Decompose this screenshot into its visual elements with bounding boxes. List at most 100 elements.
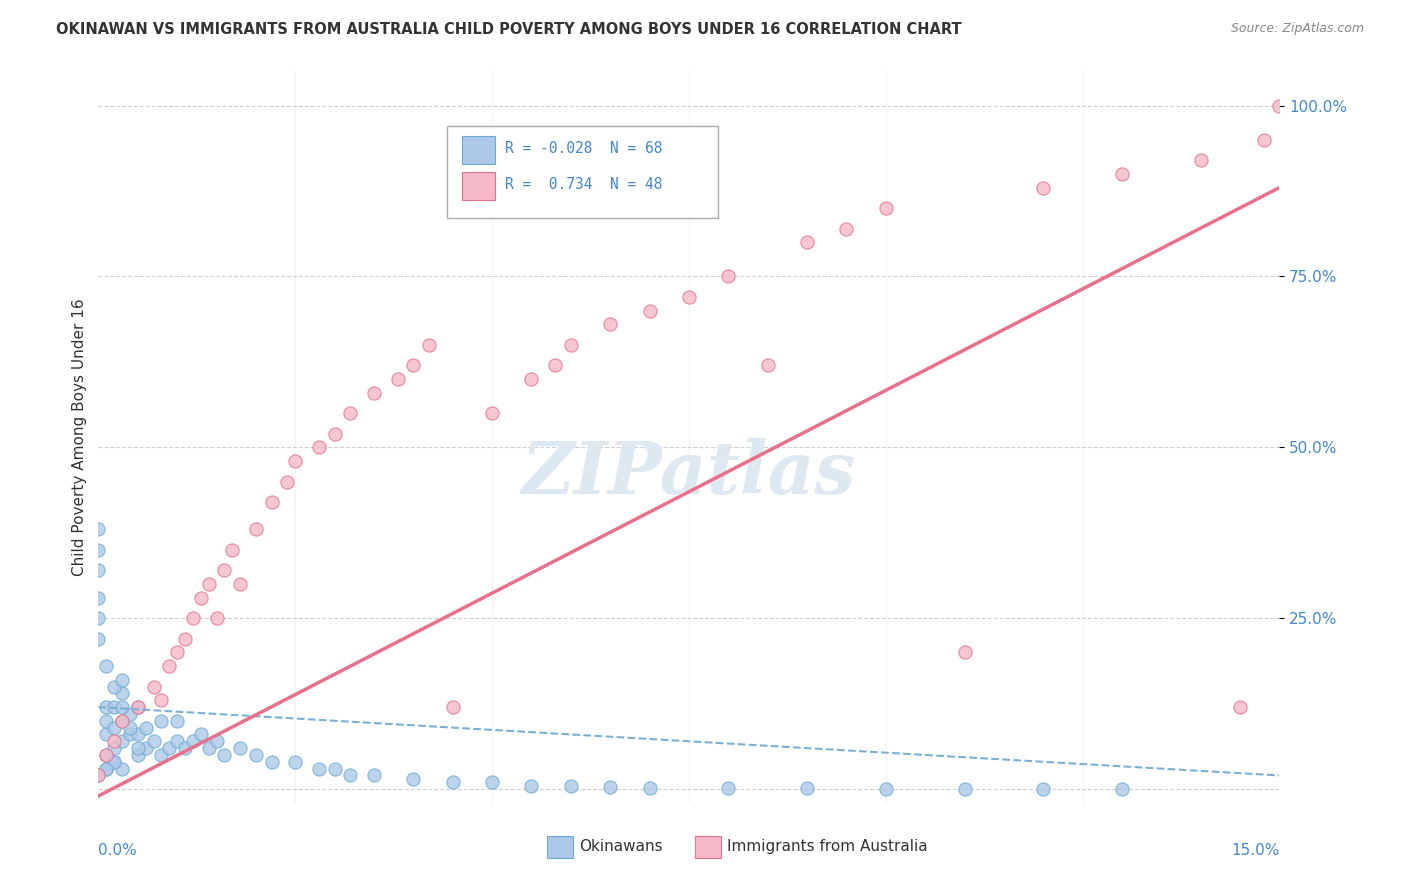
Point: [1189, 153, 1212, 168]
Point: [166, 734, 188, 748]
Point: [197, 741, 219, 756]
Point: [520, 372, 543, 386]
Point: [599, 780, 621, 794]
Point: [560, 338, 582, 352]
Point: [205, 611, 228, 625]
Point: [441, 700, 464, 714]
Point: [638, 303, 661, 318]
Point: [229, 577, 252, 591]
FancyBboxPatch shape: [547, 836, 574, 858]
Point: [127, 700, 149, 714]
Point: [190, 591, 212, 605]
Point: [87, 611, 110, 625]
Point: [1253, 133, 1275, 147]
Point: [402, 772, 425, 786]
Point: [284, 454, 307, 468]
Text: Source: ZipAtlas.com: Source: ZipAtlas.com: [1230, 22, 1364, 36]
Point: [87, 632, 110, 646]
Point: [229, 741, 252, 756]
Point: [150, 747, 173, 762]
FancyBboxPatch shape: [695, 836, 721, 858]
Text: Okinawans: Okinawans: [579, 839, 662, 855]
Point: [1032, 782, 1054, 797]
Point: [1229, 700, 1251, 714]
Point: [118, 727, 141, 741]
Point: [111, 714, 134, 728]
Point: [1111, 782, 1133, 797]
Text: 15.0%: 15.0%: [1232, 843, 1279, 858]
Point: [135, 721, 157, 735]
Point: [103, 700, 125, 714]
Point: [260, 495, 283, 509]
Point: [103, 741, 125, 756]
Point: [339, 768, 361, 782]
Point: [127, 727, 149, 741]
Point: [118, 706, 141, 721]
Point: [260, 755, 283, 769]
Point: [308, 762, 330, 776]
Point: [1032, 180, 1054, 194]
Point: [402, 359, 425, 373]
Point: [1111, 167, 1133, 181]
Point: [481, 406, 503, 420]
Point: [127, 747, 149, 762]
Point: [87, 563, 110, 577]
Point: [111, 734, 134, 748]
Point: [111, 673, 134, 687]
Point: [323, 762, 346, 776]
Point: [205, 734, 228, 748]
Point: [953, 645, 976, 659]
Point: [87, 522, 110, 536]
Point: [181, 734, 204, 748]
Point: [717, 781, 740, 796]
Point: [103, 721, 125, 735]
Point: [481, 775, 503, 789]
Point: [276, 475, 298, 489]
Point: [638, 780, 661, 795]
Point: [245, 747, 267, 762]
Point: [875, 782, 897, 797]
Point: [875, 201, 897, 215]
Point: [96, 762, 118, 776]
Point: [214, 563, 236, 577]
Point: [96, 659, 118, 673]
Point: [135, 741, 157, 756]
Point: [87, 542, 110, 557]
Point: [717, 269, 740, 284]
Text: ZIPatlas: ZIPatlas: [522, 438, 856, 509]
Point: [96, 747, 118, 762]
Point: [96, 714, 118, 728]
Text: Immigrants from Australia: Immigrants from Australia: [727, 839, 928, 855]
Point: [103, 755, 125, 769]
Point: [214, 747, 236, 762]
Point: [796, 781, 818, 796]
FancyBboxPatch shape: [447, 126, 718, 218]
Point: [118, 721, 141, 735]
Point: [520, 779, 543, 793]
Point: [111, 762, 134, 776]
Point: [111, 700, 134, 714]
Y-axis label: Child Poverty Among Boys Under 16: Child Poverty Among Boys Under 16: [72, 298, 87, 576]
Point: [103, 734, 125, 748]
Point: [678, 290, 700, 304]
Point: [284, 755, 307, 769]
Point: [387, 372, 409, 386]
Point: [96, 762, 118, 776]
Point: [142, 734, 165, 748]
Point: [181, 611, 204, 625]
Point: [544, 359, 567, 373]
Point: [96, 747, 118, 762]
Point: [150, 714, 173, 728]
Point: [308, 440, 330, 454]
Point: [323, 426, 346, 441]
Point: [142, 680, 165, 694]
Point: [363, 768, 385, 782]
Point: [87, 591, 110, 605]
Point: [87, 768, 110, 782]
Point: [174, 632, 197, 646]
Point: [150, 693, 173, 707]
Point: [174, 741, 197, 756]
Point: [96, 700, 118, 714]
Text: R =  0.734  N = 48: R = 0.734 N = 48: [505, 178, 662, 193]
Point: [221, 542, 243, 557]
